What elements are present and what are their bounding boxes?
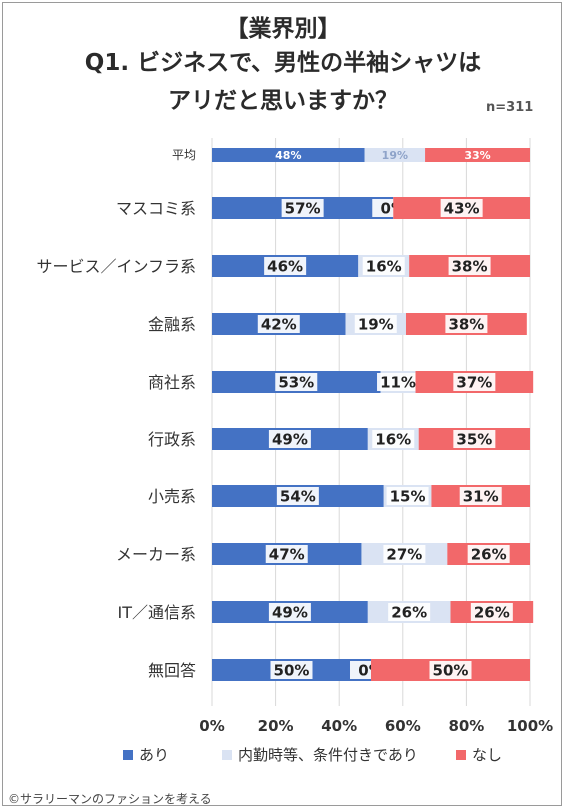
data-label: 31% <box>463 488 499 506</box>
legend-item-ari: あり <box>123 744 169 765</box>
data-label: 50% <box>433 662 469 680</box>
chart-title-line1: 【業界別】 <box>225 16 341 42</box>
category-label: 商社系 <box>148 373 196 392</box>
data-label-box <box>268 430 311 448</box>
data-label: 35% <box>456 431 492 449</box>
data-label-box <box>459 487 502 505</box>
data-label: 53% <box>278 374 314 392</box>
data-label: 54% <box>280 488 316 506</box>
legend-item-nashi: なし <box>456 744 502 765</box>
data-label: 38% <box>448 316 484 334</box>
data-label: 15% <box>390 488 426 506</box>
data-label-box <box>362 257 405 275</box>
legend-swatch-nashi <box>456 749 466 760</box>
data-label-box <box>354 315 397 333</box>
category-label: マスコミ系 <box>116 199 196 218</box>
data-label: 26% <box>474 604 510 622</box>
data-label: 16% <box>366 258 402 276</box>
data-label-box <box>453 373 496 391</box>
data-label: 27% <box>386 546 422 564</box>
data-label-box <box>372 430 415 448</box>
category-label: メーカー系 <box>116 545 196 564</box>
data-label: 11% <box>380 374 416 392</box>
category-label: 無回答 <box>148 661 196 680</box>
legend-swatch-conditional <box>222 749 232 760</box>
data-label: 57% <box>285 200 321 218</box>
data-label-box <box>470 603 513 621</box>
data-label-box <box>386 487 429 505</box>
data-label: 48% <box>275 149 301 162</box>
category-label: 平均 <box>172 148 196 162</box>
data-label-box <box>383 545 426 563</box>
data-label-box <box>388 603 431 621</box>
data-label-box <box>264 257 307 275</box>
data-label: 26% <box>391 604 427 622</box>
data-label: 38% <box>452 258 488 276</box>
data-label: 47% <box>269 546 305 564</box>
data-label: 49% <box>272 604 308 622</box>
legend-swatch-ari <box>123 749 133 760</box>
bar-segment <box>364 148 426 162</box>
x-tick-label: 60% <box>385 717 421 735</box>
data-label-box <box>429 661 472 679</box>
sample-size: n=311 <box>486 100 534 115</box>
chart-title-line3: アリだと思いますか？ <box>168 88 398 114</box>
data-label-box <box>440 199 483 217</box>
x-tick-label: 100% <box>507 717 553 735</box>
data-label-box <box>281 199 324 217</box>
x-tick-label: 0% <box>199 717 224 735</box>
category-label: 小売系 <box>148 487 196 506</box>
legend-label-ari: あり <box>139 746 170 764</box>
legend-label-nashi: なし <box>472 746 503 764</box>
data-label-box <box>275 373 318 391</box>
data-label: 19% <box>358 316 394 334</box>
data-label-box <box>265 545 308 563</box>
data-label: 42% <box>261 316 297 334</box>
data-label-box <box>270 661 313 679</box>
data-label: 49% <box>272 431 308 449</box>
data-label: 50% <box>274 662 310 680</box>
chart-title-line2: Q1. ビジネスで、男性の半袖シャツは <box>84 50 482 76</box>
data-label-box <box>268 603 311 621</box>
data-label-box <box>448 257 491 275</box>
category-label: IT／通信系 <box>118 603 197 622</box>
data-label-box <box>257 315 300 333</box>
data-label: 19% <box>382 149 408 162</box>
category-label: サービス／インフラ系 <box>36 257 196 276</box>
data-label-box <box>467 545 510 563</box>
data-label: 46% <box>267 258 303 276</box>
legend-label-conditional: 内勤時等、条件付きであり <box>238 746 418 764</box>
copyright-footer: ©サラリーマンのファションを考える <box>8 792 212 806</box>
data-label-box <box>377 373 420 391</box>
category-label: 行政系 <box>148 430 196 449</box>
data-label: 37% <box>456 374 492 392</box>
data-label: 33% <box>464 149 490 162</box>
x-tick-label: 80% <box>448 717 484 735</box>
category-label: 金融系 <box>148 315 196 334</box>
bar-segment <box>212 148 365 162</box>
data-label-box <box>445 315 488 333</box>
data-label: 16% <box>375 431 411 449</box>
x-tick-label: 40% <box>321 717 357 735</box>
x-tick-label: 20% <box>258 717 294 735</box>
data-label-box <box>276 487 319 505</box>
data-label-box <box>453 430 496 448</box>
data-label: 43% <box>444 200 480 218</box>
bar-segment <box>425 148 530 162</box>
legend-item-conditional: 内勤時等、条件付きであり <box>222 744 418 765</box>
data-label: 26% <box>471 546 507 564</box>
